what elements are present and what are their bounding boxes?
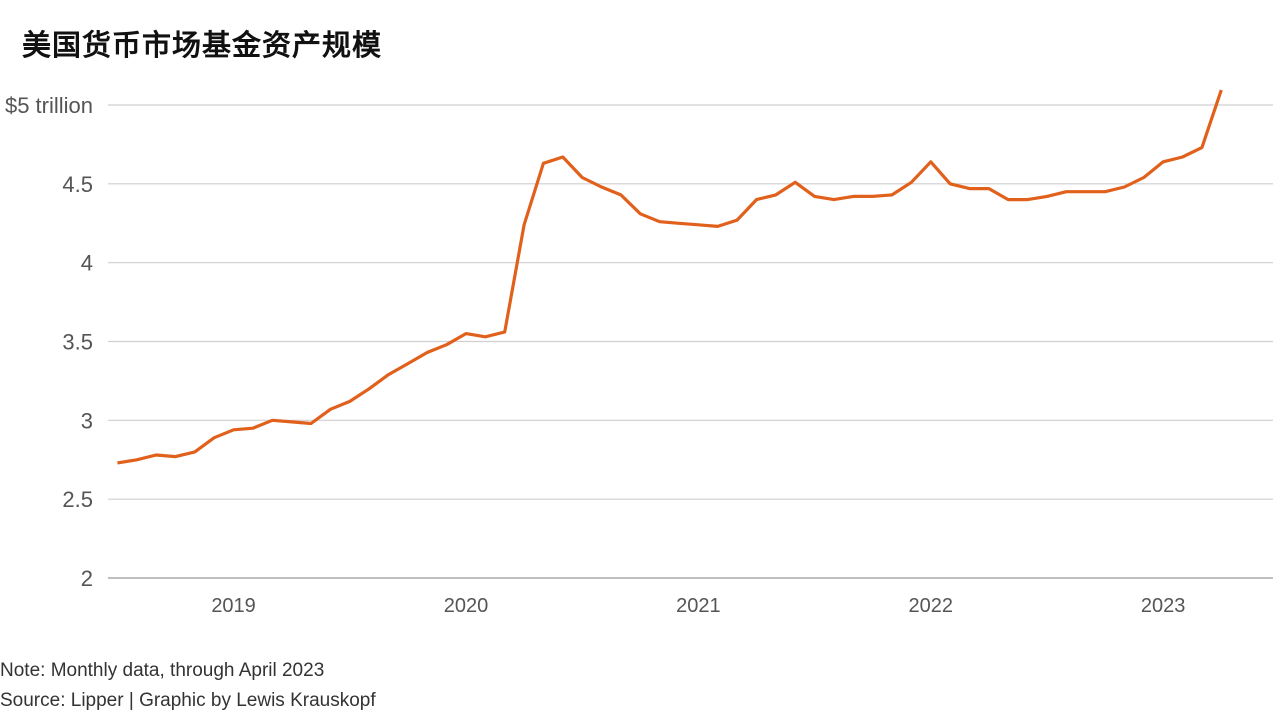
x-tick-label: 2023 (1141, 595, 1186, 617)
y-tick-label: 2.5 (62, 487, 93, 512)
series-line (117, 89, 1223, 465)
series-layer (117, 89, 1223, 465)
y-tick-label: 4.5 (62, 172, 93, 197)
x-tick-label: 2019 (211, 595, 256, 617)
y-tick-label: 4 (81, 251, 93, 276)
chart-title: 美国货币市场基金资产规模 (22, 28, 383, 62)
x-tick-label: 2021 (676, 595, 721, 617)
x-tick-label: 2020 (444, 595, 489, 617)
x-axis-tick-labels: 2019 2020 2021 2022 2023 (211, 595, 1185, 617)
y-axis-tick-labels: 2 2.5 3 3.5 4 4.5 $5 trillion (5, 93, 93, 591)
y-tick-label: 3.5 (62, 330, 93, 355)
x-tick-label: 2022 (909, 595, 954, 617)
y-tick-label: 2 (81, 566, 93, 591)
chart-source: Source: Lipper | Graphic by Lewis Krausk… (0, 690, 376, 711)
line-chart: 2 2.5 3 3.5 4 4.5 $5 trillion 2019 2020 2021 2022… (5, 89, 1273, 617)
chart-note: Note: Monthly data, through April 2023 (0, 660, 325, 681)
y-tick-label: $5 trillion (5, 93, 93, 118)
gridlines (108, 104, 1273, 579)
y-tick-label: 3 (81, 408, 93, 433)
